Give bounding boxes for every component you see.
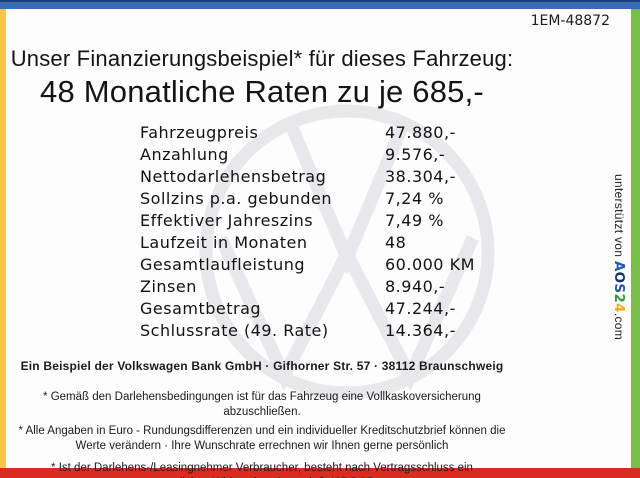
row-label: Schlussrate (49. Rate): [140, 321, 329, 340]
vw-logo-watermark-icon: [199, 104, 495, 400]
disclaimer-withdrawal-right: * Ist der Darlehens-/Leasingnehmer Verbr…: [51, 462, 473, 478]
row-label: Anzahlung: [140, 145, 229, 164]
row-label: Nettodarlehensbetrag: [140, 167, 327, 186]
row-value: 47.880,-: [385, 123, 456, 142]
row-value: 48: [385, 233, 407, 252]
table-row: Sollzins p.a. gebunden 7,24 %: [140, 188, 475, 210]
title-line-2: 48 Monatliche Raten zu je 685,-: [40, 74, 484, 109]
row-label: Sollzins p.a. gebunden: [140, 189, 333, 208]
bank-address-line: Ein Beispiel der Volkswagen Bank GmbH · …: [20, 359, 504, 373]
financing-table: Fahrzeugpreis 47.880,- Anzahlung 9.576,-…: [140, 122, 475, 342]
table-row: Gesamtbetrag 47.244,-: [140, 298, 475, 320]
row-value: 14.364,-: [385, 321, 456, 340]
supported-by-branding: unterstützt von AOS24.com: [611, 174, 627, 340]
table-row: Laufzeit in Monaten 48: [140, 232, 475, 254]
top-border-bar: [0, 0, 640, 9]
aos24-logo: A: [611, 260, 627, 272]
table-row: Nettodarlehensbetrag 38.304,-: [140, 166, 475, 188]
aos24-logo: S: [611, 283, 627, 294]
supported-by-label: unterstützt von: [612, 174, 626, 261]
aos24-logo: 2: [611, 293, 627, 304]
row-value: 8.940,-: [385, 277, 446, 296]
table-row: Fahrzeugpreis 47.880,-: [140, 122, 475, 144]
table-row: Anzahlung 9.576,-: [140, 144, 475, 166]
header: Unser Finanzierungsbeispiel* für dieses …: [6, 46, 518, 110]
reference-number: 1EM-48872: [530, 13, 610, 29]
row-label: Gesamtlaufleistung: [140, 255, 306, 274]
row-label: Gesamtbetrag: [140, 299, 262, 318]
right-border-bar: [631, 9, 640, 468]
table-row: Zinsen 8.940,-: [140, 276, 475, 298]
row-value: 38.304,-: [385, 167, 456, 186]
row-label: Laufzeit in Monaten: [140, 233, 308, 252]
disclaimer-insurance: * Gemäß den Darlehensbedingungen ist für…: [43, 391, 481, 418]
title-line-1: Unser Finanzierungsbeispiel* für dieses …: [10, 46, 514, 71]
disclaimer-euro-values: * Alle Angaben in Euro - Rundungsdiffere…: [18, 425, 506, 452]
aos24-logo: 4: [611, 303, 627, 313]
row-label: Effektiver Jahreszins: [140, 211, 314, 230]
left-border-bar: [0, 9, 6, 468]
row-value: 7,49 %: [385, 211, 444, 230]
table-row: Gesamtlaufleistung 60.000 KM: [140, 254, 475, 276]
table-row: Schlussrate (49. Rate) 14.364,-: [140, 320, 475, 342]
footer: Ein Beispiel der Volkswagen Bank GmbH · …: [6, 359, 518, 478]
aos24-domain-suffix: .com: [612, 312, 626, 341]
row-value: 60.000 KM: [385, 255, 475, 274]
row-label: Fahrzeugpreis: [140, 123, 259, 142]
table-row: Effektiver Jahreszins 7,49 %: [140, 210, 475, 232]
row-value: 9.576,-: [385, 145, 446, 164]
row-value: 47.244,-: [385, 299, 456, 318]
row-label: Zinsen: [140, 277, 197, 296]
bottom-border-bar: [0, 468, 640, 478]
aos24-logo: O: [611, 271, 627, 284]
row-value: 7,24 %: [385, 189, 444, 208]
